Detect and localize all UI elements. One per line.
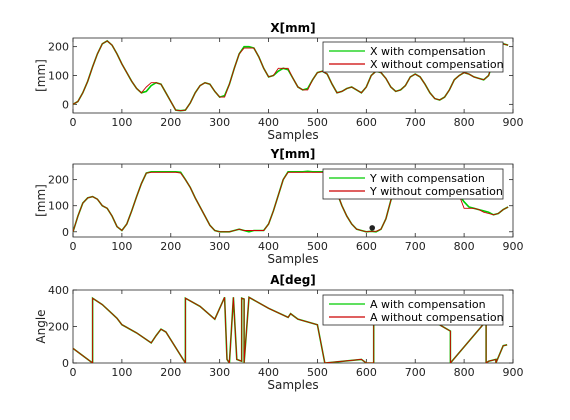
y-tick-label: 0	[62, 357, 69, 370]
x-tick-label: 100	[111, 240, 132, 253]
chart-panel-3: A[deg] 0 100 200 300 400 500 600 700 800 900 0 200 40…	[34, 273, 524, 392]
x-tick-label: 400	[258, 240, 279, 253]
chart-panel-1: X[mm] 0 100 200 300 400 500 600 700 800 900 0 100 200…	[34, 21, 524, 142]
x-tick-label: 600	[356, 366, 377, 379]
y-tick-label: 100	[48, 70, 69, 83]
x-tick-label: 500	[307, 116, 328, 129]
x-axis-label: Samples	[267, 252, 318, 266]
y-tick-label: 0	[62, 98, 69, 111]
y-axis-label: [mm]	[34, 184, 48, 217]
legend-box	[322, 168, 504, 200]
y-axis-label: Angle	[34, 309, 48, 343]
x-tick-label: 300	[209, 116, 230, 129]
x-tick-label: 400	[258, 116, 279, 129]
y-tick-label: 0	[62, 226, 69, 239]
chart-title: Y[mm]	[270, 147, 316, 161]
y-tick-label: 400	[48, 284, 69, 297]
y-tick-label: 200	[48, 174, 69, 187]
x-tick-label: 200	[160, 366, 181, 379]
y-tick-label: 100	[48, 200, 69, 213]
x-tick-label: 900	[503, 240, 524, 253]
x-tick-label: 800	[454, 116, 475, 129]
x-tick-label: 700	[405, 366, 426, 379]
x-tick-label: 0	[70, 116, 77, 129]
x-tick-label: 500	[307, 366, 328, 379]
chart-title: X[mm]	[270, 21, 315, 35]
legend-label: A with compensation	[370, 298, 486, 311]
x-tick-label: 300	[209, 366, 230, 379]
x-tick-label: 600	[356, 240, 377, 253]
x-tick-label: 100	[111, 116, 132, 129]
chart-panel-2: Y[mm] 0 100 200 300 400 500 600 700 800 900 0 100 200…	[34, 147, 524, 266]
x-tick-label: 700	[405, 240, 426, 253]
legend-label: X without compensation	[370, 58, 504, 71]
x-tick-label: 900	[503, 366, 524, 379]
x-tick-label: 100	[111, 366, 132, 379]
legend-label: Y with compensation	[369, 172, 485, 185]
x-tick-label: 800	[454, 240, 475, 253]
x-tick-label: 200	[160, 240, 181, 253]
x-tick-label: 900	[503, 116, 524, 129]
chart-title: A[deg]	[270, 273, 316, 287]
legend-box	[322, 41, 504, 73]
x-tick-label: 0	[70, 240, 77, 253]
legend-label: Y without compensation	[369, 185, 503, 198]
x-tick-label: 500	[307, 240, 328, 253]
x-tick-label: 300	[209, 240, 230, 253]
x-tick-label: 0	[70, 366, 77, 379]
legend-label: A without compensation	[370, 311, 504, 324]
data-marker	[369, 225, 376, 231]
x-tick-label: 200	[160, 116, 181, 129]
x-axis-label: Samples	[267, 378, 318, 392]
y-axis-label: [mm]	[34, 59, 48, 92]
series-line-without-compensation	[73, 296, 508, 363]
legend-box	[322, 294, 504, 326]
x-axis-label: Samples	[267, 128, 318, 142]
y-tick-label: 200	[48, 41, 69, 54]
x-tick-label: 800	[454, 366, 475, 379]
legend-label: X with compensation	[370, 45, 486, 58]
y-tick-label: 200	[48, 321, 69, 334]
series-line-without-compensation	[73, 40, 509, 112]
x-tick-label: 400	[258, 366, 279, 379]
x-tick-label: 600	[356, 116, 377, 129]
x-tick-label: 700	[405, 116, 426, 129]
